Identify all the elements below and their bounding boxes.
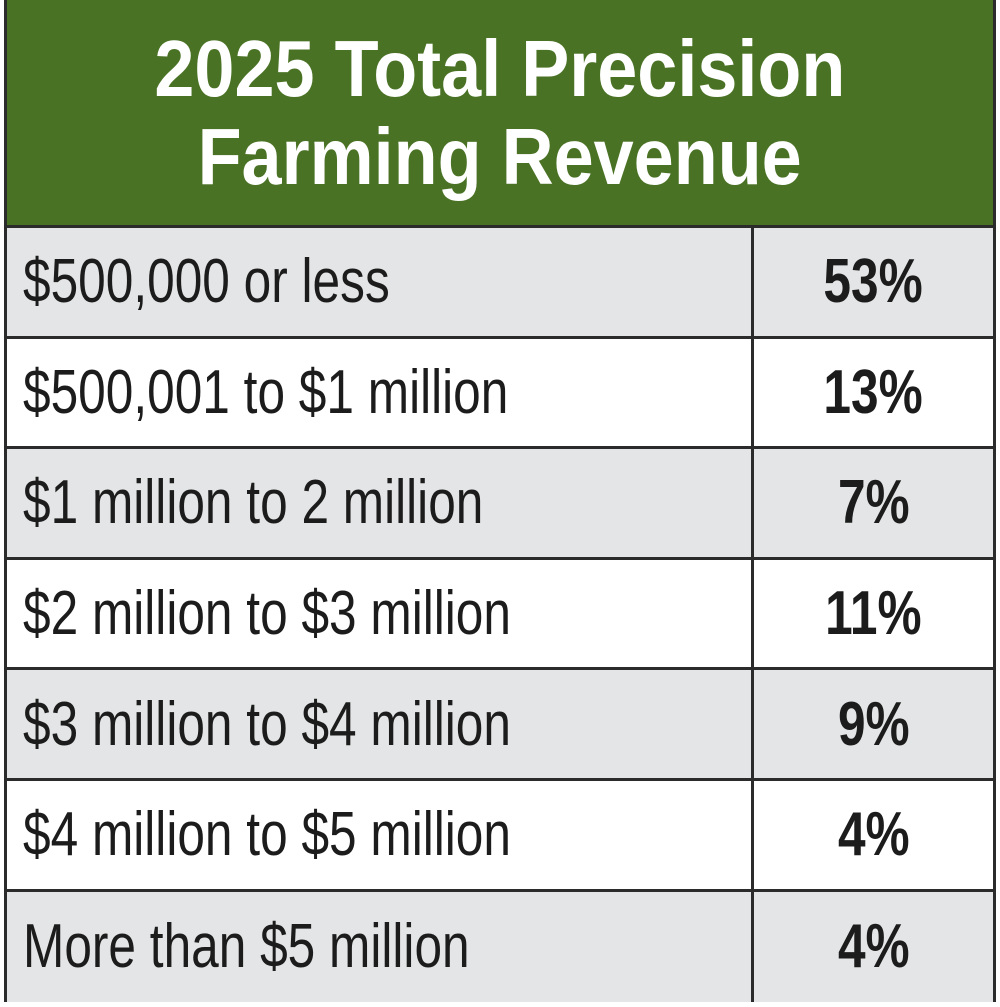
- revenue-range-cell: $4 million to $5 million: [7, 780, 754, 889]
- table-row: $1 million to 2 million 7%: [7, 449, 993, 560]
- table-row: $4 million to $5 million 4%: [7, 780, 993, 892]
- revenue-range-cell: $3 million to $4 million: [7, 670, 754, 778]
- percent-cell: 11%: [754, 560, 993, 668]
- revenue-range-label: $4 million to $5 million: [23, 800, 511, 870]
- revenue-range-label: $2 million to $3 million: [23, 579, 511, 649]
- revenue-range-label: $1 million to 2 million: [23, 468, 484, 538]
- percent-value: 9%: [837, 689, 910, 759]
- table-row: $3 million to $4 million 9%: [7, 670, 993, 781]
- table-row: $500,001 to $1 million 13%: [7, 338, 993, 450]
- revenue-range-label: $500,001 to $1 million: [23, 357, 509, 427]
- table-row: $500,000 or less 53%: [7, 228, 993, 339]
- percent-value: 4%: [837, 800, 910, 870]
- percent-cell: 53%: [754, 228, 993, 336]
- table-title: 2025 Total Precision Farming Revenue: [7, 0, 993, 228]
- percent-value: 13%: [823, 357, 924, 427]
- percent-value: 4%: [837, 912, 910, 982]
- percent-value: 53%: [823, 247, 924, 317]
- percent-value: 11%: [825, 579, 922, 649]
- percent-cell: 13%: [754, 339, 993, 447]
- percent-value: 7%: [837, 468, 910, 538]
- percent-cell: 9%: [754, 670, 993, 778]
- revenue-table: 2025 Total Precision Farming Revenue $50…: [4, 0, 996, 1003]
- revenue-range-cell: $2 million to $3 million: [7, 559, 754, 668]
- title-line-1: 2025 Total Precision: [154, 23, 846, 113]
- table-row: $2 million to $3 million 11%: [7, 559, 993, 671]
- revenue-range-cell: $1 million to 2 million: [7, 449, 754, 557]
- percent-cell: 4%: [754, 781, 993, 889]
- table-body: $500,000 or less 53% $500,001 to $1 millio…: [7, 228, 993, 1003]
- percent-cell: 4%: [754, 892, 993, 1003]
- title-line-2: Farming Revenue: [197, 111, 803, 201]
- table-row: More than $5 million 4%: [7, 891, 993, 1003]
- revenue-range-label: $3 million to $4 million: [23, 689, 511, 759]
- revenue-range-cell: More than $5 million: [7, 891, 754, 1003]
- revenue-range-cell: $500,000 or less: [7, 228, 754, 336]
- percent-cell: 7%: [754, 449, 993, 557]
- revenue-range-label: More than $5 million: [23, 912, 470, 982]
- revenue-range-cell: $500,001 to $1 million: [7, 338, 754, 447]
- revenue-range-label: $500,000 or less: [23, 247, 390, 317]
